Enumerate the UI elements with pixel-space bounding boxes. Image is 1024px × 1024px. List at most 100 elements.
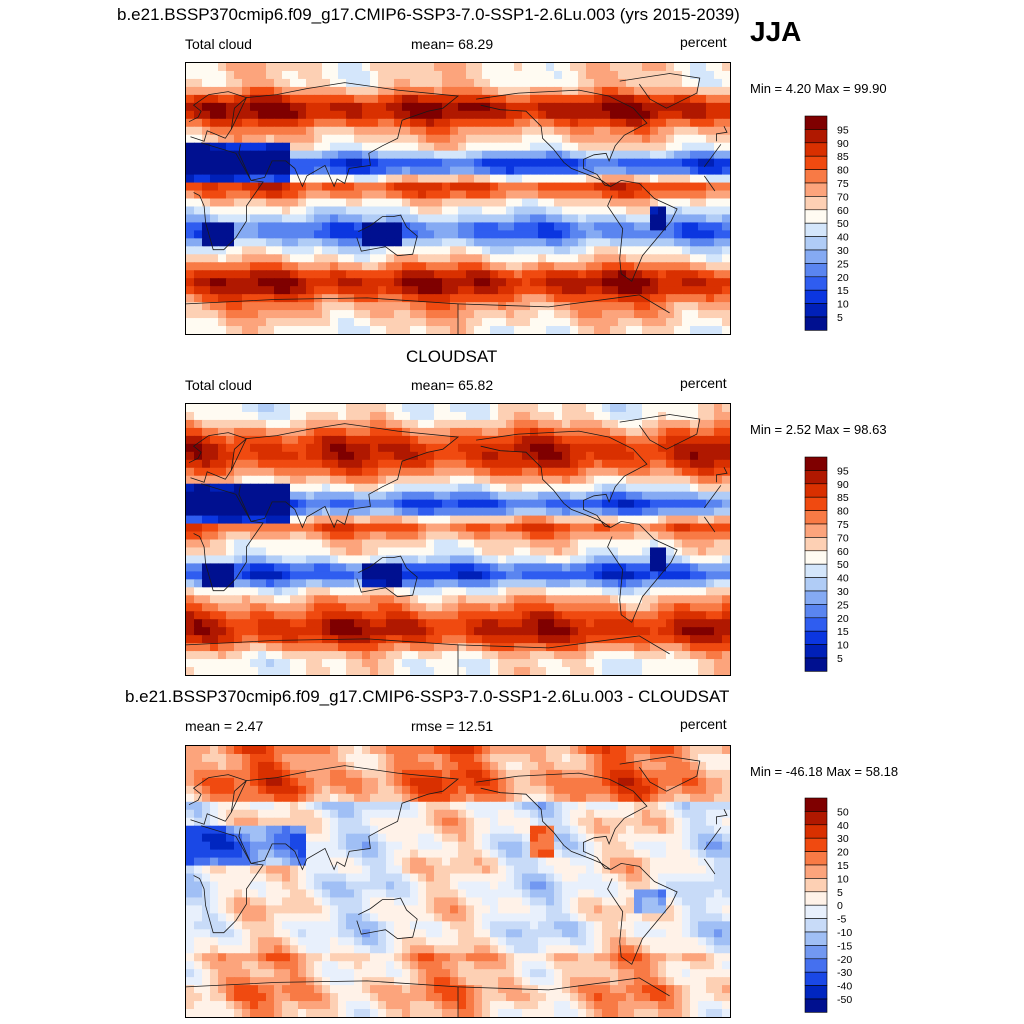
colorbar-swatch [804, 864, 828, 879]
coastline-australia [356, 555, 418, 598]
coastline-s_america [607, 862, 678, 965]
colorbar-swatch [804, 209, 828, 224]
panel1-units-label: percent [680, 34, 727, 50]
colorbar-tick-label: 5 [837, 887, 843, 899]
panel2-variable-label: Total cloud [185, 377, 252, 393]
colorbar-tick-label: 30 [837, 245, 849, 257]
coastline-antarctica [457, 635, 670, 655]
colorbar-swatch [804, 523, 828, 538]
colorbar-swatch [804, 263, 828, 278]
colorbar-swatch [804, 604, 828, 619]
colorbar-tick-label: 40 [837, 820, 849, 832]
colorbar-swatch [804, 537, 828, 552]
coastline-australia [356, 214, 418, 257]
colorbar-swatch [804, 510, 828, 525]
panel3-rmse-label: rmse = 12.51 [411, 718, 494, 734]
colorbar-swatch [804, 945, 828, 960]
coastline-europe [716, 126, 728, 142]
colorbar-swatch [804, 797, 828, 812]
map2-field [186, 404, 730, 675]
colorbar-swatch [804, 563, 828, 578]
panel2-units-label: percent [680, 375, 727, 391]
colorbar-tick-label: 60 [837, 546, 849, 558]
panel3-minmax: Min = -46.18 Max = 58.18 [750, 764, 899, 779]
coastline-antarctica [457, 294, 670, 314]
coastline-antarctica [186, 638, 459, 675]
panel1-colorbar: 95 90 85 80 75 70 60 50 40 30 25 20 15 10 5 [804, 115, 864, 331]
colorbar-tick-label: 10 [837, 873, 849, 885]
colorbar-swatch [804, 276, 828, 291]
coastline-antarctica [186, 297, 459, 334]
coastline-africa [703, 827, 722, 851]
colorbar-swatch [804, 316, 828, 331]
coastline-africa [703, 144, 722, 168]
colorbar-tick-label: 15 [837, 860, 849, 872]
coastline-asia [230, 82, 460, 188]
coastline-africa [703, 175, 716, 192]
colorbar-swatch [804, 169, 828, 184]
coastline-africa [703, 858, 716, 875]
colorbar-swatch [804, 837, 828, 852]
panel1-variable-label: Total cloud [185, 36, 252, 52]
colorbar-tick-label: 15 [837, 285, 849, 297]
panel2-minmax: Min = 2.52 Max = 98.63 [750, 422, 887, 437]
colorbar-swatch [804, 824, 828, 839]
colorbar-tick-label: 60 [837, 205, 849, 217]
coastline-asia [230, 765, 460, 871]
coastline-africa [703, 516, 716, 533]
colorbar-tick-label: 50 [837, 559, 849, 571]
coastline-s_america [607, 179, 678, 282]
colorbar-tick-label: -40 [837, 981, 852, 993]
colorbar-tick-label: -5 [837, 914, 846, 926]
colorbar-tick-label: 40 [837, 232, 849, 244]
colorbar-swatch [804, 577, 828, 592]
coastline-asia [230, 423, 460, 529]
coastline-greenland [619, 756, 701, 792]
colorbar-tick-label: 20 [837, 272, 849, 284]
colorbar-tick-label: 90 [837, 138, 849, 150]
panel1-mean-label: mean= 68.29 [411, 36, 494, 52]
colorbar-tick-label: -30 [837, 967, 852, 979]
colorbar-tick-label: 10 [837, 299, 849, 311]
coastline-greenland [619, 414, 701, 450]
panel3-units-label: percent [680, 716, 727, 732]
colorbar-swatch [804, 115, 828, 130]
colorbar-tick-label: 70 [837, 532, 849, 544]
panel3-mean-label: mean = 2.47 [185, 718, 264, 734]
colorbar-swatch [804, 971, 828, 986]
colorbar-swatch [804, 142, 828, 157]
colorbar-tick-label: 10 [837, 640, 849, 652]
colorbar-swatch [804, 550, 828, 565]
colorbar-swatch [804, 998, 828, 1013]
colorbar-tick-label: 30 [837, 586, 849, 598]
coastline-europe [716, 809, 728, 825]
colorbar-tick-label: 25 [837, 258, 849, 270]
panel2-title: CLOUDSAT [406, 347, 498, 366]
colorbar-swatch [804, 196, 828, 211]
colorbar-swatch [804, 918, 828, 933]
figure-title: b.e21.BSSP370cmip6.f09_g17.CMIP6-SSP3-7.… [117, 5, 740, 24]
colorbar-tick-label: -50 [837, 994, 852, 1006]
coastline-africa [703, 485, 722, 509]
coastline-s_america [607, 520, 678, 623]
colorbar-swatch [804, 617, 828, 632]
panel1-minmax: Min = 4.20 Max = 99.90 [750, 81, 887, 96]
map2-coastlines [186, 414, 728, 675]
colorbar-swatch [804, 931, 828, 946]
panel3-title: b.e21.BSSP370cmip6.f09_g17.CMIP6-SSP3-7.… [125, 687, 730, 706]
colorbar-swatch [804, 155, 828, 170]
map3-field [186, 746, 730, 1017]
coastline-europe [716, 467, 728, 483]
coastline-greenland [619, 73, 701, 109]
colorbar-swatch [804, 644, 828, 659]
colorbar-swatch [804, 483, 828, 498]
coastline-n_america [476, 89, 648, 187]
colorbar-tick-label: 5 [837, 312, 843, 324]
colorbar-swatch [804, 851, 828, 866]
colorbar-tick-label: 95 [837, 124, 849, 136]
map3-coastlines [186, 756, 728, 1017]
colorbar-tick-label: -10 [837, 927, 852, 939]
colorbar-swatch [804, 456, 828, 471]
coastline-australia [356, 897, 418, 940]
colorbar-tick-label: 80 [837, 165, 849, 177]
